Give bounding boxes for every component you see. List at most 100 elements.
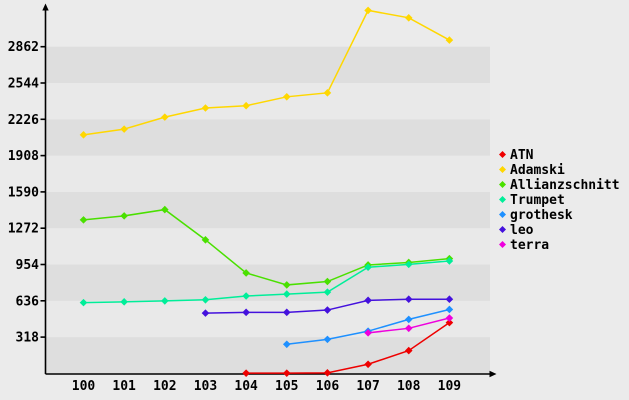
series-marker-Adamski [201, 104, 210, 112]
series-marker-grothesk [282, 340, 291, 349]
series-marker-Allianzschnitt [323, 277, 332, 286]
series-line-Trumpet [83, 260, 450, 304]
series-marker-ATN [323, 369, 332, 377]
series-marker-leo [445, 295, 454, 304]
y-axis-label: 1272 [8, 222, 39, 237]
series-marker-Allianzschnitt [161, 205, 169, 214]
series-marker-Allianzschnitt [120, 212, 128, 220]
legend: ATNAdamskiAllianzschnittTrumpetgrotheskl… [499, 148, 620, 253]
series-marker-Trumpet [79, 298, 88, 307]
x-axis-label: 106 [316, 379, 340, 394]
x-axis-label: 108 [397, 379, 421, 394]
legend-label-Trumpet: Trumpet [510, 193, 565, 208]
legend-item-leo: leo [499, 223, 534, 238]
series-line-Adamski [83, 9, 450, 136]
series-marker-grothesk [323, 335, 332, 344]
series-Trumpet [79, 257, 454, 307]
series-line-Allianzschnitt [83, 208, 450, 286]
series-marker-Adamski [161, 113, 169, 121]
series-marker-Adamski [323, 89, 332, 97]
series-marker-leo [201, 309, 210, 317]
series-marker-Trumpet [242, 292, 250, 300]
series-marker-Adamski [404, 14, 413, 22]
x-axis-label: 100 [72, 379, 96, 394]
x-axis-label: 101 [112, 379, 136, 394]
series-ATN [242, 318, 454, 377]
axes [40, 3, 497, 378]
x-axis-label: 107 [356, 379, 379, 394]
y-axis-arrow [42, 3, 49, 11]
series-marker-leo [364, 296, 372, 305]
series-marker-Trumpet [364, 263, 372, 272]
series-marker-terra [445, 314, 454, 322]
x-axis-label: 105 [275, 379, 298, 394]
plot-band [45, 119, 490, 156]
series-marker-Trumpet [282, 290, 291, 298]
y-axis-label: 2226 [8, 113, 39, 128]
series-marker-ATN [242, 369, 250, 377]
series-marker-Adamski [79, 131, 88, 139]
y-axis-label: 954 [16, 258, 40, 273]
x-axis-label: 102 [153, 379, 176, 394]
legend-label-leo: leo [510, 223, 534, 238]
series-terra [364, 314, 454, 337]
y-axis-label: 2544 [8, 77, 39, 92]
series-marker-Adamski [364, 6, 372, 15]
series-marker-Trumpet [120, 298, 128, 306]
background-bands [45, 46, 490, 374]
legend-item-terra: terra [499, 238, 549, 253]
legend-swatch-Allianzschnitt [499, 181, 506, 188]
y-axis-label: 1908 [8, 149, 39, 164]
x-axis-label: 103 [194, 379, 217, 394]
data-series [79, 6, 454, 377]
series-marker-Trumpet [404, 260, 413, 269]
plot-band [45, 155, 490, 192]
y-axis-label: 2862 [8, 40, 39, 55]
plot-band [45, 300, 490, 338]
x-axis-labels: 100 101 102 103 104 105 106 107 108 109 [72, 379, 461, 394]
series-marker-Adamski [120, 125, 128, 133]
series-marker-Allianzschnitt [242, 269, 250, 277]
series-marker-ATN [364, 360, 372, 369]
y-axis-label: 1590 [8, 185, 39, 200]
legend-label-Allianzschnitt: Allianzschnitt [510, 178, 620, 193]
series-marker-Adamski [242, 101, 250, 110]
plot-band [45, 337, 490, 374]
series-marker-Allianzschnitt [282, 281, 291, 289]
series-marker-Adamski [445, 36, 454, 44]
y-axis-labels: 318 636 954 1272 1590 1908 2226 2544 2862 [8, 40, 39, 345]
x-axis-arrow [489, 370, 497, 378]
legend-swatch-leo [499, 226, 506, 233]
series-marker-leo [242, 308, 250, 317]
legend-item-grothesk: grothesk [499, 208, 573, 223]
legend-item-Allianzschnitt: Allianzschnitt [499, 178, 620, 193]
legend-swatch-ATN [499, 151, 506, 158]
series-marker-Trumpet [161, 297, 169, 305]
legend-label-ATN: ATN [510, 148, 534, 163]
x-axis-label: 104 [234, 379, 258, 394]
legend-item-ATN: ATN [499, 148, 534, 163]
series-line-ATN [246, 321, 450, 374]
series-marker-terra [404, 324, 413, 333]
series-marker-Trumpet [323, 288, 332, 296]
series-marker-leo [282, 308, 291, 317]
legend-item-Adamski: Adamski [499, 163, 565, 178]
legend-swatch-grothesk [499, 211, 506, 218]
series-marker-ATN [282, 369, 291, 377]
series-marker-Trumpet [445, 257, 454, 265]
series-marker-ATN [404, 346, 413, 355]
legend-item-Trumpet: Trumpet [499, 193, 565, 208]
series-marker-grothesk [404, 315, 413, 324]
series-marker-grothesk [445, 305, 454, 314]
plot-band [45, 191, 490, 229]
series-marker-Allianzschnitt [79, 216, 88, 224]
legend-swatch-Adamski [499, 166, 506, 173]
legend-swatch-terra [499, 241, 506, 248]
x-axis-label: 109 [438, 379, 461, 394]
y-axis-label: 318 [16, 331, 40, 346]
series-marker-Adamski [282, 93, 291, 101]
plot-band [45, 46, 490, 83]
series-marker-Trumpet [201, 295, 210, 304]
